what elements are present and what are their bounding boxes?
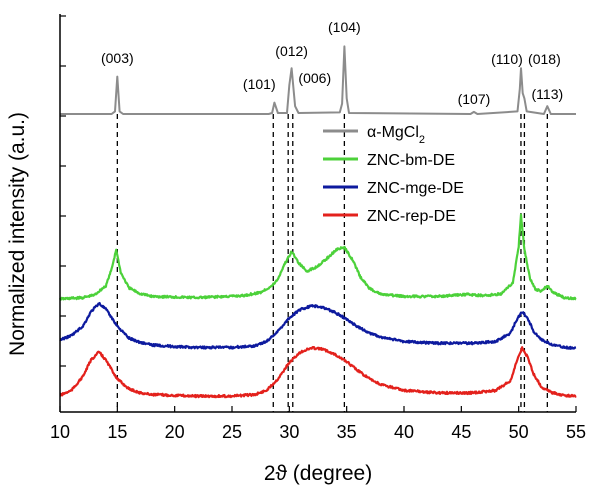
series-group	[58, 45, 577, 399]
series-line-0	[60, 45, 576, 115]
legend: α-MgCl2 ZNC-bm-DE ZNC-mge-DE ZNC-rep-DE	[323, 124, 464, 225]
x-tick-label-2: 20	[165, 422, 185, 442]
peak-label-2: (012)	[275, 43, 308, 59]
peak-label-1: (101)	[243, 76, 276, 92]
peak-label-8: (113)	[532, 86, 564, 102]
x-tick-label-7: 45	[451, 422, 471, 442]
peak-label-5: (107)	[458, 91, 491, 107]
x-axis-label: 2ϑ (degree)	[264, 462, 372, 485]
legend-label-0: α-MgCl2	[367, 124, 425, 146]
x-tick-label-9: 55	[566, 422, 586, 442]
legend-label-1: ZNC-bm-DE	[367, 152, 455, 169]
peak-label-4: (104)	[328, 19, 361, 35]
legend-label-2: ZNC-mge-DE	[367, 180, 464, 197]
x-tick-label-5: 35	[337, 422, 357, 442]
x-tick-label-6: 40	[394, 422, 414, 442]
peak-label-7: (018)	[528, 51, 561, 67]
x-tick-label-0: 10	[50, 422, 70, 442]
series-line-3	[59, 346, 577, 399]
reference-lines-group	[116, 114, 548, 412]
peak-label-3: (006)	[298, 70, 331, 86]
x-tick-label-3: 25	[222, 422, 242, 442]
series-line-2	[59, 301, 577, 350]
x-tick-label-1: 15	[107, 422, 127, 442]
axes-group: 10 15 20 25 30 35 40 45 50 55	[50, 14, 586, 442]
legend-label-3: ZNC-rep-DE	[367, 208, 456, 225]
series-line-1	[58, 213, 577, 301]
peak-label-0: (003)	[101, 50, 134, 66]
x-tick-label-8: 50	[509, 422, 529, 442]
y-axis-label: Normalized intensity (a.u.)	[6, 112, 29, 356]
peak-labels-group: (003) (101) (012) (006) (104) (107) (110) (018)…	[101, 19, 563, 107]
x-tick-label-4: 30	[279, 422, 299, 442]
peak-label-6: (110)	[491, 51, 523, 67]
